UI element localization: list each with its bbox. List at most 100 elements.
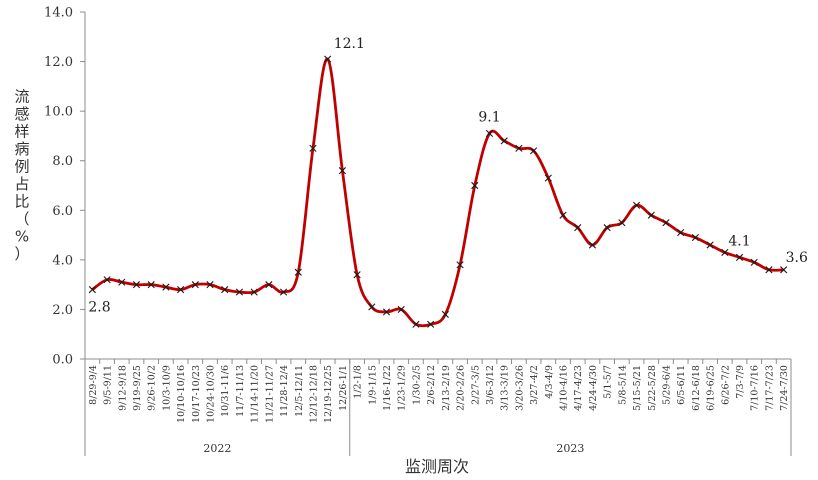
x-tick-label: 10/31-11/6 xyxy=(220,365,231,417)
y-axis: 0.0 2.0 4.0 6.0 8.0 10.0 12.0 14.0 xyxy=(44,6,86,368)
x-tick-label: 11/28-12/4 xyxy=(279,365,290,417)
data-point-marker xyxy=(338,167,346,175)
x-tick-label: 5/8-5/14 xyxy=(617,365,628,405)
data-point-marker xyxy=(412,320,420,328)
data-point-marker xyxy=(750,258,758,266)
x-tick-label: 10/3-10/9 xyxy=(161,365,172,411)
x-tick-label: 7/10-7/16 xyxy=(750,365,761,411)
x-tick-label: 11/7-11/13 xyxy=(235,365,246,417)
x-tick-label: 4/17-4/23 xyxy=(573,365,584,411)
data-label: 3.6 xyxy=(786,250,808,266)
x-tick-label: 1/23-1/29 xyxy=(397,365,408,411)
data-point-marker xyxy=(177,286,185,294)
data-label: 12.1 xyxy=(334,36,365,52)
y-tick-label: 14.0 xyxy=(44,6,73,21)
data-point-marker xyxy=(265,281,273,289)
x-axis-title: 监测周次 xyxy=(405,457,469,476)
x-tick-label: 9/12-9/18 xyxy=(117,365,128,411)
data-point-marker xyxy=(368,303,376,311)
x-tick-label: 12/12-12/18 xyxy=(308,365,319,423)
data-point-marker xyxy=(632,201,641,209)
data-point-marker xyxy=(235,288,244,296)
data-label: 9.1 xyxy=(478,109,500,125)
data-point-marker xyxy=(485,129,494,138)
y-tick-label: 4.0 xyxy=(52,253,73,268)
x-tick-label: 11/21-11/27 xyxy=(264,365,275,423)
data-point-marker xyxy=(780,266,788,274)
year-group-label: 2022 xyxy=(203,442,231,455)
x-tick-label: 3/6-3/12 xyxy=(485,365,496,405)
data-point-marker xyxy=(662,219,670,227)
x-tick-label: 7/24-7/30 xyxy=(779,365,790,411)
data-point-marker xyxy=(559,211,567,219)
data-point-marker xyxy=(441,310,449,318)
x-tick-label: 5/22-5/28 xyxy=(647,365,658,411)
data-point-marker xyxy=(294,268,302,276)
data-point-marker xyxy=(147,281,155,289)
y-tick-label: 6.0 xyxy=(52,204,73,219)
data-label: 4.1 xyxy=(728,233,750,249)
data-point-marker xyxy=(279,288,288,296)
data-point-marker xyxy=(735,253,744,261)
data-point-marker xyxy=(250,288,258,296)
data-point-marker xyxy=(721,248,729,257)
data-point-marker xyxy=(397,305,405,314)
data-point-marker xyxy=(162,283,170,291)
x-tick-label: 6/12-6/18 xyxy=(691,365,702,411)
data-point-marker xyxy=(206,281,214,289)
x-tick-label: 10/24-10/30 xyxy=(206,365,217,423)
y-tick-label: 8.0 xyxy=(52,154,73,169)
data-point-marker xyxy=(647,211,655,219)
x-tick-label: 4/3-4/9 xyxy=(544,365,555,399)
data-point-marker xyxy=(765,266,773,274)
data-point-marker xyxy=(500,137,508,145)
data-point-marker xyxy=(221,286,229,294)
data-point-marker xyxy=(691,233,699,242)
x-tick-label: 9/26-10/2 xyxy=(147,365,158,411)
y-tick-label: 10.0 xyxy=(44,105,73,120)
y-tick-label: 0.0 xyxy=(52,353,73,368)
x-tick-label: 5/1-5/7 xyxy=(603,365,614,399)
data-point-marker xyxy=(382,308,391,316)
x-tick-label: 3/27-4/2 xyxy=(529,365,540,405)
data-point-marker xyxy=(309,144,317,152)
x-tick-label: 3/20-3/26 xyxy=(514,365,525,411)
x-tick-label: 1/16-1/22 xyxy=(382,365,393,411)
x-tick-label: 2/20-2/26 xyxy=(456,365,467,411)
x-tick-label: 7/17-7/23 xyxy=(764,365,775,411)
data-point-marker xyxy=(677,229,685,237)
x-tick-label: 2/13-2/19 xyxy=(441,365,452,411)
data-point-marker xyxy=(515,144,523,152)
x-tick-label: 6/26-7/2 xyxy=(720,365,731,405)
x-tick-label: 5/29-6/4 xyxy=(661,365,672,405)
x-tick-label: 4/10-4/16 xyxy=(559,365,570,411)
x-tick-label: 3/13-3/19 xyxy=(500,365,511,411)
x-tick-label: 4/24-4/30 xyxy=(588,365,599,411)
data-point-marker xyxy=(603,224,611,232)
data-label: 2.8 xyxy=(88,300,110,316)
x-tick-label: 1/30-2/5 xyxy=(411,365,422,405)
x-tick-label: 9/19-9/25 xyxy=(132,365,143,411)
data-point-marker xyxy=(574,224,582,232)
data-point-marker xyxy=(103,276,111,284)
data-labels: 2.8 12.1 9.1 4.1 3.6 xyxy=(88,36,808,316)
x-tick-label: 5/15-5/21 xyxy=(632,365,643,411)
x-axis: 8/29-9/4 9/5-9/11 9/12-9/18 9/19-9/25 9/26-1… xyxy=(84,358,792,456)
data-point-marker xyxy=(132,281,141,289)
year-group-label: 2023 xyxy=(556,442,584,455)
data-point-marker xyxy=(191,281,199,289)
x-tick-label: 12/5-12/11 xyxy=(294,365,305,417)
x-tick-label: 8/29-9/4 xyxy=(88,365,99,405)
data-point-marker xyxy=(427,320,435,328)
data-point-marker xyxy=(88,286,96,294)
x-tick-label: 1/2-1/8 xyxy=(353,365,364,399)
data-point-marker xyxy=(353,271,361,279)
data-point-marker xyxy=(618,219,626,227)
data-point-marker xyxy=(544,174,552,182)
data-point-marker xyxy=(471,181,479,190)
x-tick-label: 12/26-1/1 xyxy=(338,365,349,411)
data-point-marker xyxy=(530,147,538,155)
data-point-marker xyxy=(588,241,597,249)
data-point-marker xyxy=(118,278,126,286)
